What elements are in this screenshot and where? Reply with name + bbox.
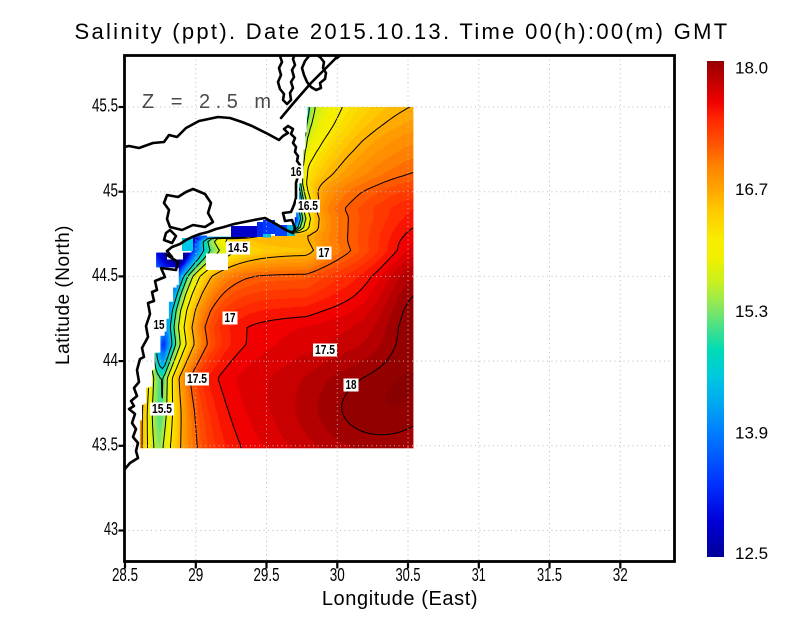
svg-text:32: 32 [613,565,628,585]
svg-text:17.5: 17.5 [187,372,207,386]
svg-text:43.5: 43.5 [92,435,118,455]
svg-text:15: 15 [154,318,165,332]
svg-text:13.9: 13.9 [735,424,768,443]
svg-text:16.5: 16.5 [298,199,318,213]
svg-text:Latitude (North): Latitude (North) [53,225,74,365]
svg-text:Z = 2.5 m: Z = 2.5 m [142,91,277,113]
svg-text:31: 31 [472,565,486,585]
svg-text:29.5: 29.5 [254,565,280,585]
svg-text:12.5: 12.5 [735,544,768,563]
svg-text:17.5: 17.5 [315,343,335,357]
svg-text:43: 43 [104,519,118,539]
svg-text:29: 29 [188,565,203,585]
svg-text:17: 17 [225,311,236,325]
svg-text:16.7: 16.7 [735,180,768,199]
svg-text:15.5: 15.5 [152,402,172,416]
svg-text:28.5: 28.5 [112,565,138,585]
svg-text:14.5: 14.5 [228,241,248,255]
svg-text:18: 18 [346,378,357,392]
svg-text:17: 17 [319,246,330,260]
svg-text:45.5: 45.5 [92,96,118,116]
svg-text:30: 30 [330,565,345,585]
svg-text:16: 16 [291,165,302,179]
svg-text:31.5: 31.5 [537,565,562,585]
svg-text:44: 44 [103,350,118,370]
svg-text:Salinity (ppt). Date 2015.10.1: Salinity (ppt). Date 2015.10.13. Time 00… [74,19,729,44]
svg-text:30.5: 30.5 [396,565,421,585]
svg-text:15.3: 15.3 [735,302,768,321]
svg-text:45: 45 [103,180,118,200]
svg-text:Longitude (East): Longitude (East) [322,588,478,610]
svg-text:18.0: 18.0 [735,59,768,78]
svg-text:44.5: 44.5 [92,265,118,285]
